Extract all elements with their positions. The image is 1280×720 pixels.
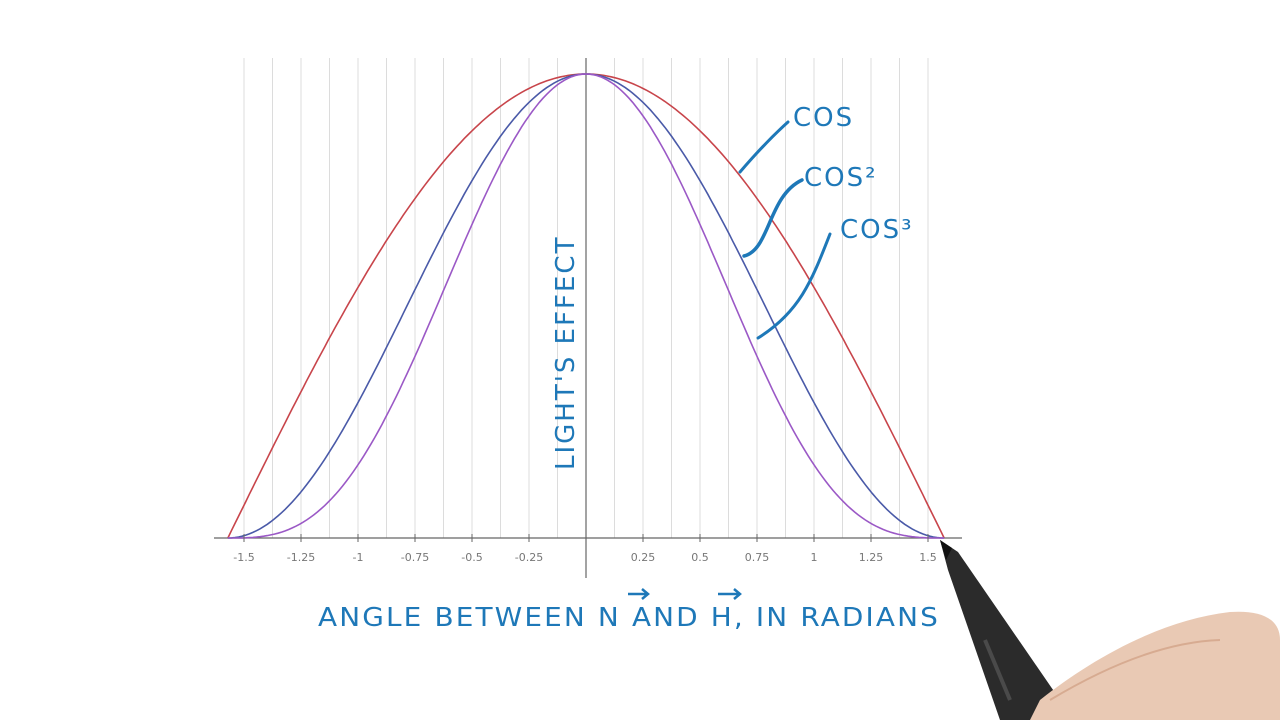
x-tick-label: 0.5 (691, 551, 709, 564)
x-tick-label: -1 (353, 551, 364, 564)
vector-arrow-n (628, 588, 650, 600)
x-tick-label: 1.5 (919, 551, 937, 564)
y-axis-label: LIGHT'S EFFECT (551, 236, 581, 470)
x-tick-label: -0.5 (461, 551, 482, 564)
x-tick-label: 1.25 (859, 551, 884, 564)
axes (214, 58, 962, 578)
x-tick-label: -0.75 (401, 551, 429, 564)
vector-arrow-h (718, 588, 742, 600)
x-axis-label: ANGLE BETWEEN N AND H, IN RADIANS (318, 603, 940, 633)
hand (1030, 611, 1280, 720)
annotation-cos: COS (793, 103, 854, 133)
curves (227, 73, 945, 539)
annotation-stroke-cos2 (742, 178, 804, 258)
grid-lines (243, 58, 929, 538)
x-tick-label: -0.25 (515, 551, 543, 564)
annotation-cos3: COS³ (840, 215, 914, 245)
tick-labels: -1.5 -1.25 -1 -0.75 -0.5 -0.25 0.25 0.5 0.75 1 1.2… (233, 534, 937, 564)
stylus-pen (940, 540, 1060, 720)
x-tick-label: 0.75 (745, 551, 770, 564)
annotation-stroke-cos (738, 120, 790, 174)
x-tick-label: -1.5 (233, 551, 254, 564)
series-line-cos3 (227, 73, 945, 539)
annotation-cos2: COS² (804, 163, 878, 193)
x-tick-label: 0.25 (631, 551, 656, 564)
annotation-stroke-cos3 (756, 232, 832, 340)
x-tick-label: 1 (811, 551, 818, 564)
x-tick-label: -1.25 (287, 551, 315, 564)
